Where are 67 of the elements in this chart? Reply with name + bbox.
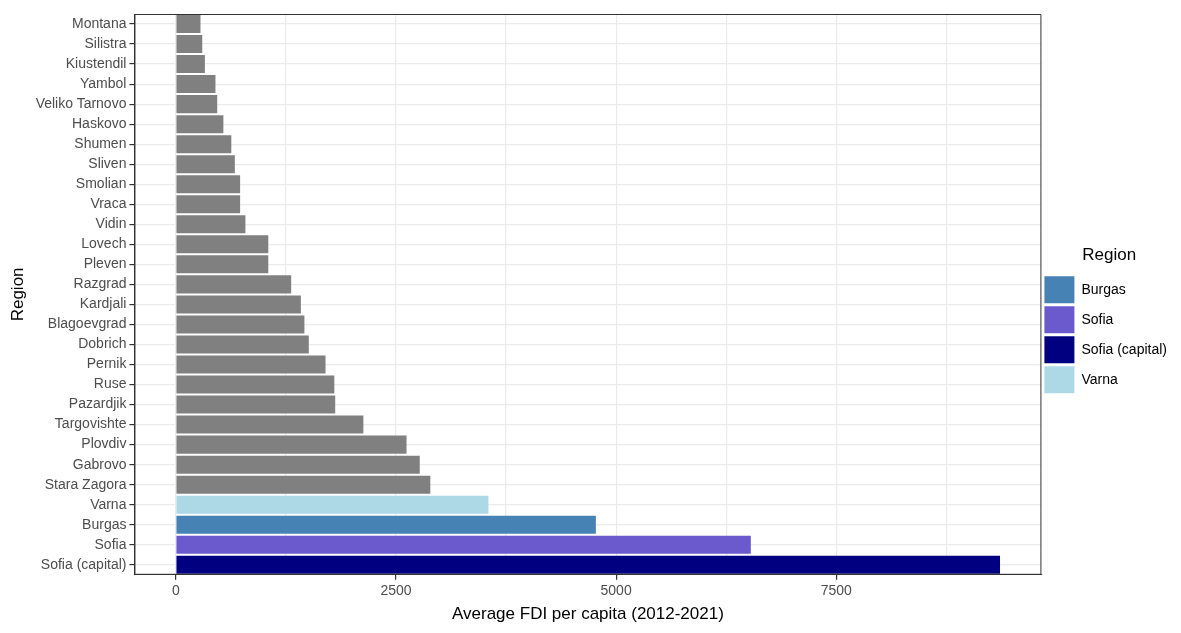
y-tick-label: Kardjali [79,295,127,312]
x-tick-label: 7500 [820,582,853,599]
x-tick-label: 2500 [380,582,412,599]
bar [176,255,269,274]
bar [176,375,335,394]
y-tick-label: Targovishte [54,415,127,432]
bar [176,475,431,494]
y-tick-label: Kiustendil [65,54,127,71]
y-tick-label: Smolian [75,175,127,192]
x-axis-title: Average FDI per capita (2012-2021) [452,604,724,624]
y-tick-label: Haskovo [71,115,127,132]
y-tick-label: Veliko Tarnovo [35,94,127,111]
y-tick-label: Sofia [94,535,127,552]
legend-label: Varna [1081,370,1118,387]
bar [176,455,420,474]
y-tick-label: Lovech [81,235,127,252]
bar [176,335,309,354]
y-tick-label: Pleven [83,255,127,272]
bar [176,15,201,34]
bar [176,215,246,234]
bar [176,555,1001,574]
y-tick-label: Stara Zagora [44,475,127,492]
bar [176,175,241,194]
y-tick-label: Vraca [90,195,127,212]
y-tick-label: Silistra [84,34,127,51]
bar [176,535,751,554]
bar [176,395,336,414]
bar [176,435,407,454]
bar [176,235,269,254]
bar [176,295,301,314]
y-axis-title: Region [7,267,27,322]
y-tick-label: Yambol [80,74,127,91]
y-tick-label: Shumen [74,135,127,152]
x-tick-label: 0 [171,582,180,599]
y-tick-label: Dobrich [78,335,127,352]
y-tick-label: Gabrovo [72,455,127,472]
y-tick-label: Sliven [88,155,127,172]
y-tick-label: Varna [90,495,127,512]
bar [176,315,305,334]
y-tick-label: Montana [71,14,127,31]
bar [176,35,203,54]
y-tick-label: Ruse [93,375,127,392]
y-tick-label: Plovdiv [81,435,127,452]
bar [176,415,364,434]
legend-title: Region [1082,244,1137,264]
bar [176,95,218,114]
y-tick-label: Sofia (capital) [40,555,127,572]
bar [176,155,235,174]
legend-label: Sofia [1081,310,1114,327]
y-tick-label: Razgrad [73,275,127,292]
y-tick-label: Vidin [95,215,127,232]
legend-label: Burgas [1081,280,1126,297]
bar [176,495,489,514]
bar [176,55,205,74]
y-tick-label: Pazardjik [68,395,128,412]
x-tick-label: 5000 [600,582,632,599]
bar [176,275,292,294]
y-tick-label: Blagoevgrad [47,315,127,332]
bar [176,135,232,154]
y-tick-label: Burgas [82,515,127,532]
bar [176,115,224,134]
bar [176,515,596,534]
bar [176,75,216,94]
y-tick-label: Pernik [86,355,128,372]
bar [176,355,326,374]
legend-label: Sofia (capital) [1081,340,1167,357]
bar [176,195,241,214]
